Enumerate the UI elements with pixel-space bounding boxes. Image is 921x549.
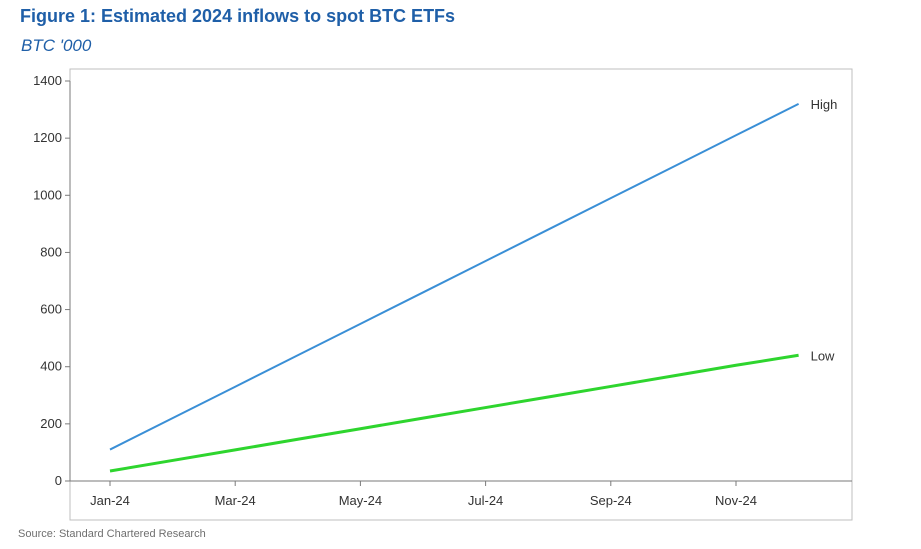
y-tick-label: 600 (40, 302, 62, 317)
y-tick-label: 800 (40, 244, 62, 259)
y-tick-label: 200 (40, 416, 62, 431)
x-tick-label: Mar-24 (215, 493, 256, 508)
x-tick-label: Jan-24 (90, 493, 130, 508)
x-tick-label: May-24 (339, 493, 382, 508)
y-tick-label: 400 (40, 359, 62, 374)
x-tick-label: Jul-24 (468, 493, 503, 508)
series-lines: High Low (109, 97, 838, 473)
series-label-low: Low (811, 348, 835, 363)
y-axis-ticks: 0 200 400 600 800 1000 1200 1400 (33, 73, 70, 488)
series-line-high (109, 102, 800, 451)
x-tick-label: Nov-24 (715, 493, 757, 508)
series-line-low (109, 353, 799, 473)
x-tick-label: Sep-24 (590, 493, 632, 508)
chart-subtitle: BTC '000 (21, 36, 92, 55)
series-label-high: High (811, 97, 838, 112)
x-axis-ticks: Jan-24 Mar-24 May-24 Jul-24 Sep-24 Nov-24 (90, 481, 757, 508)
y-tick-label: 0 (55, 473, 62, 488)
y-tick-label: 1000 (33, 187, 62, 202)
source-note: Source: Standard Chartered Research (18, 528, 206, 540)
chart-title: Figure 1: Estimated 2024 inflows to spot… (20, 6, 456, 26)
y-tick-label: 1200 (33, 130, 62, 145)
y-tick-label: 1400 (33, 73, 62, 88)
